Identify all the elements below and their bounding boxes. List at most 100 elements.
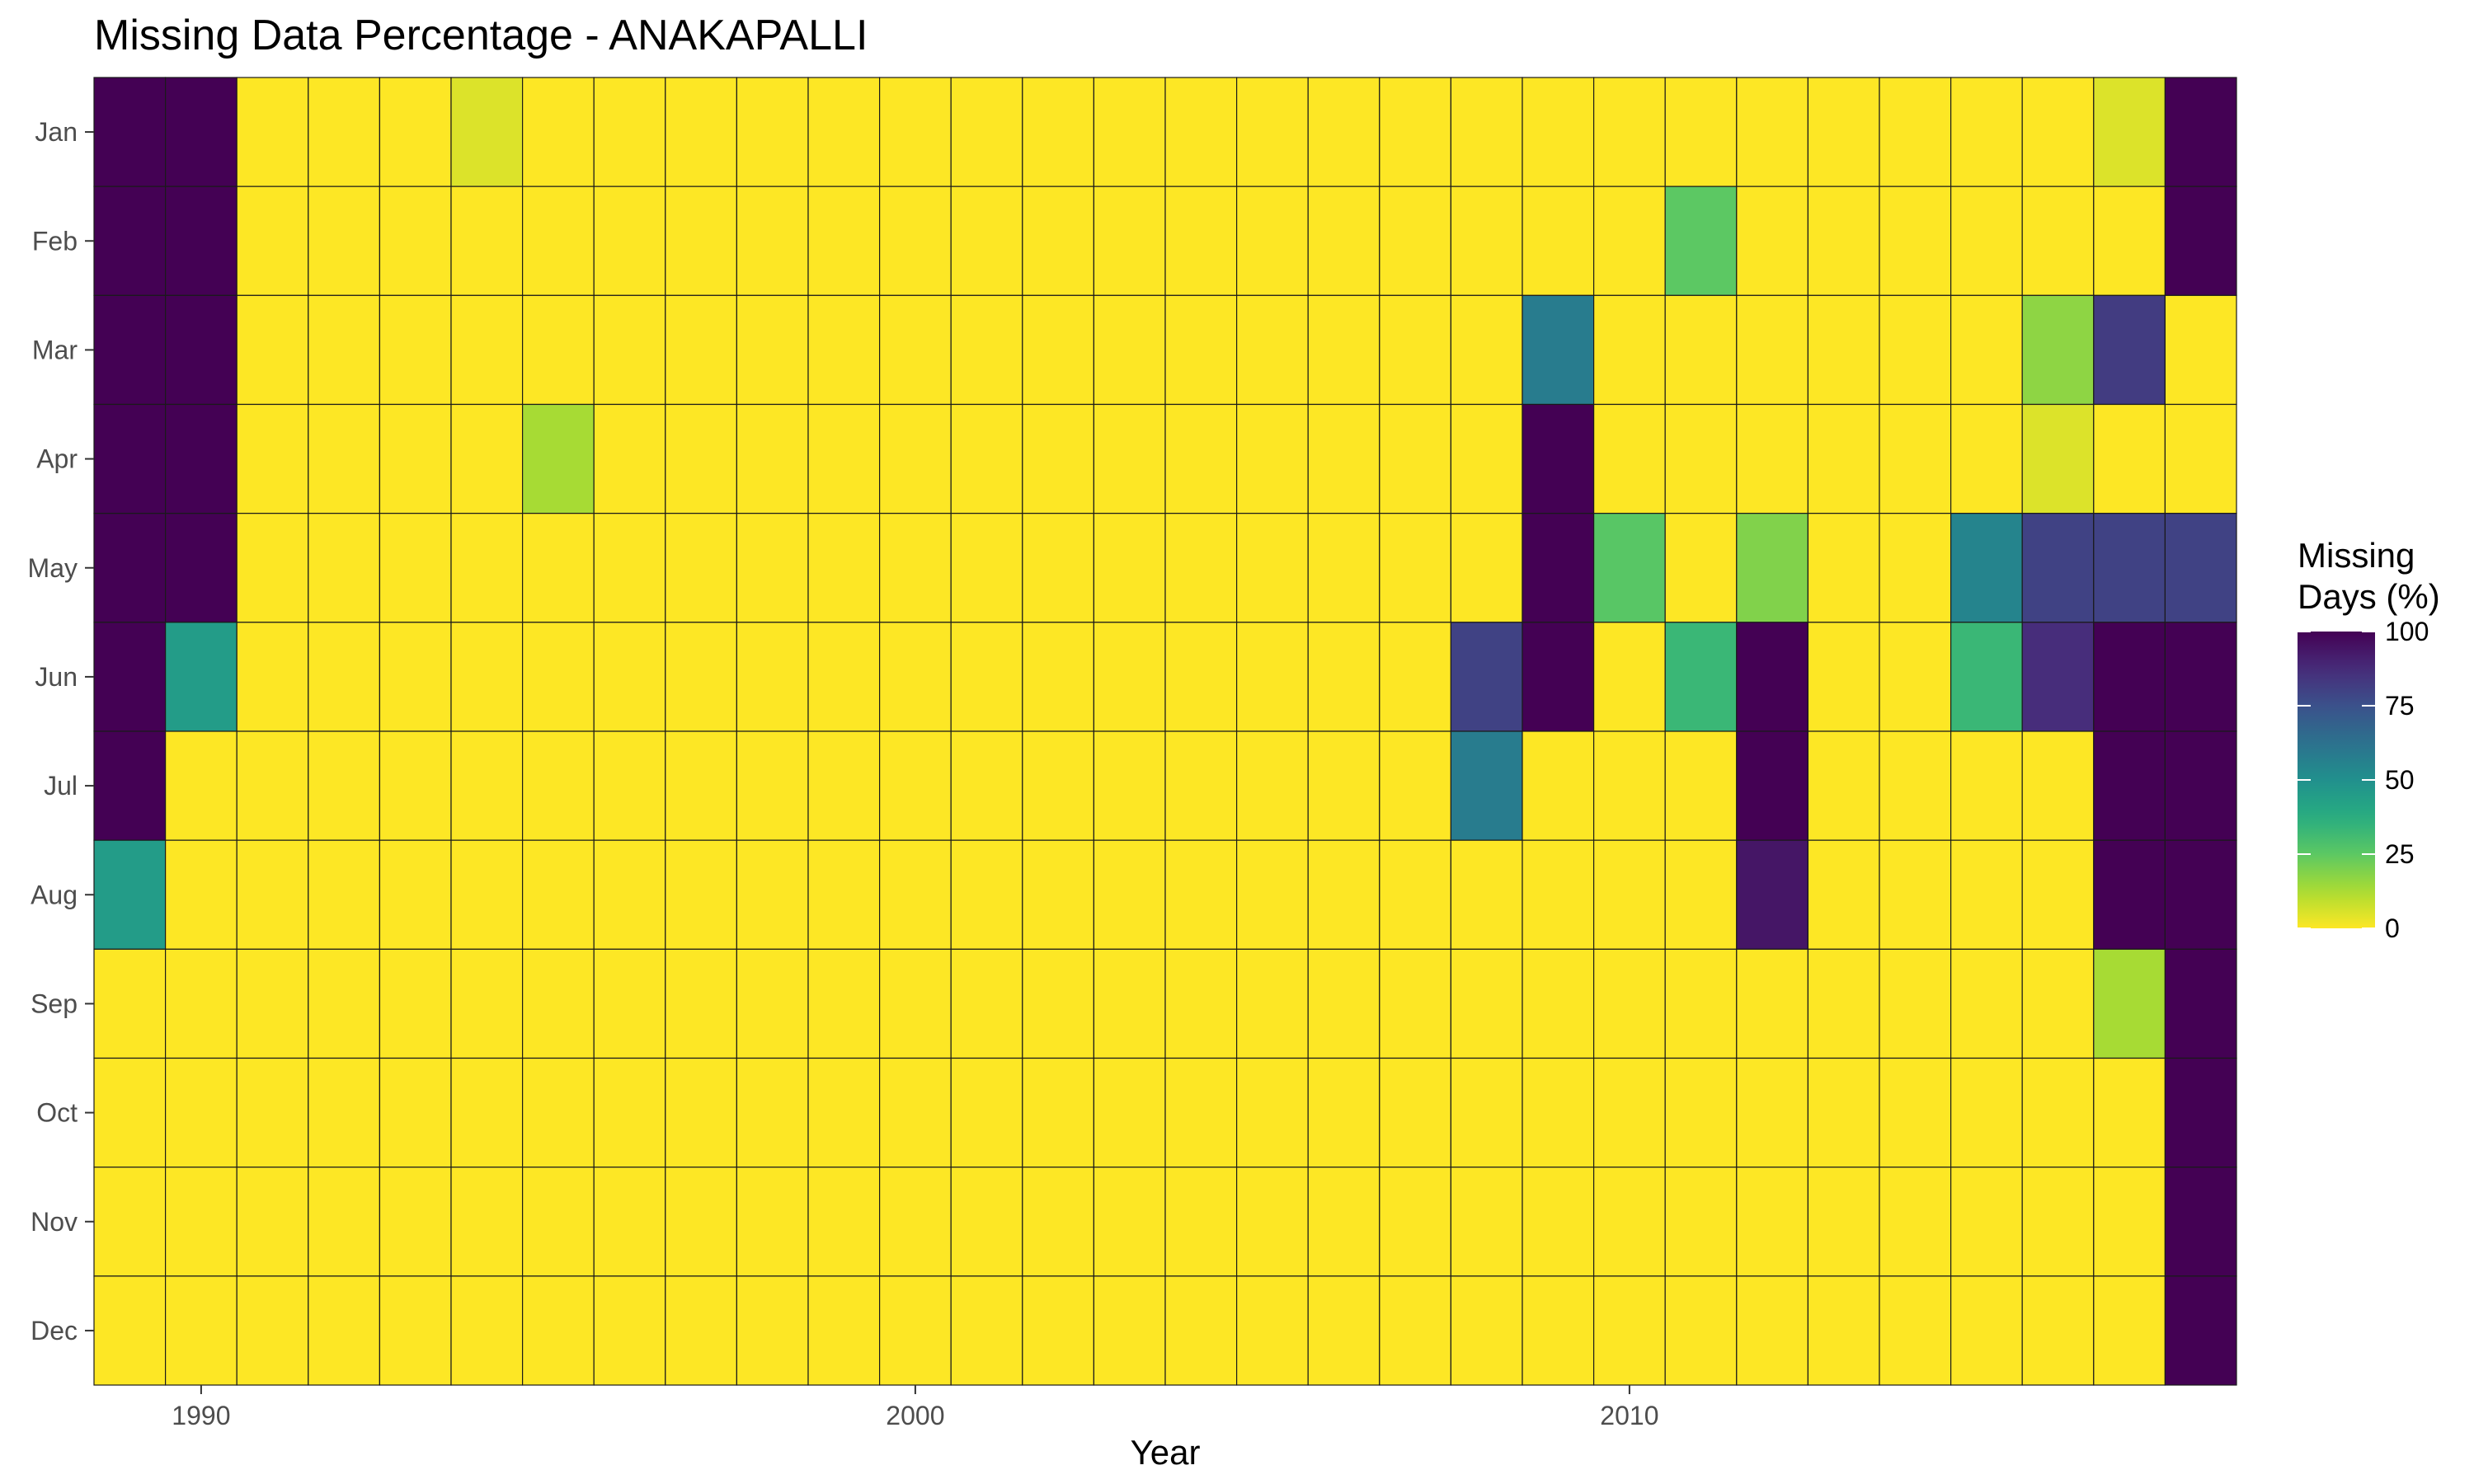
heatmap-cell — [1807, 1167, 1880, 1277]
heatmap-cell — [1522, 1057, 1595, 1168]
heatmap-cell — [1450, 730, 1523, 841]
heatmap-cell — [1164, 1275, 1238, 1386]
heatmap-cell — [1664, 948, 1738, 1059]
heatmap-cell — [950, 1057, 1023, 1168]
heatmap-cell — [736, 186, 809, 296]
heatmap-cell — [878, 1057, 952, 1168]
heatmap-cell — [521, 1275, 595, 1386]
heatmap-cell — [165, 513, 238, 623]
heatmap-cell — [308, 513, 380, 623]
heatmap-cell — [1950, 186, 2023, 296]
heatmap-cell — [450, 513, 524, 623]
heatmap-cell — [665, 839, 737, 950]
heatmap-cell — [1307, 77, 1380, 187]
heatmap-cell — [1235, 1057, 1309, 1168]
heatmap-cell — [165, 1167, 238, 1277]
heatmap-cell — [1022, 730, 1095, 841]
heatmap-cell — [236, 77, 309, 187]
heatmap-cell — [950, 1275, 1023, 1386]
heatmap-cell — [1592, 622, 1666, 732]
heatmap-cell — [2164, 1167, 2237, 1277]
heatmap-cell — [1879, 948, 1952, 1059]
heatmap-cell — [1164, 622, 1238, 732]
heatmap-cell — [878, 1275, 952, 1386]
heatmap-cell — [1235, 622, 1309, 732]
heatmap-cell — [308, 294, 380, 406]
heatmap-cell — [2021, 77, 2095, 187]
heatmap-cell — [2093, 513, 2166, 623]
heatmap-cell — [1664, 77, 1738, 187]
heatmap-cell — [1879, 513, 1952, 623]
heatmap-cell — [1307, 186, 1380, 296]
y-axis: Jan Feb Mar Apr May Jun Jul Aug Sep Oct Nov Dec — [28, 117, 94, 1345]
heatmap-cell — [665, 1057, 737, 1168]
heatmap-cell — [165, 1275, 238, 1386]
heatmap-cell — [950, 1167, 1023, 1277]
heatmap-cell — [308, 1275, 380, 1386]
heatmap-cell — [1164, 948, 1238, 1059]
heatmap-cell — [1235, 513, 1309, 623]
heatmap-cell — [1522, 1275, 1595, 1386]
heatmap-cell — [1022, 622, 1095, 732]
heatmap-cell — [1450, 1167, 1523, 1277]
chart-title: Missing Data Percentage - ANAKAPALLI — [94, 12, 868, 59]
heatmap-cell — [736, 294, 809, 406]
heatmap-cell — [93, 839, 167, 950]
heatmap-cell — [1807, 948, 1880, 1059]
heatmap-cell — [165, 839, 238, 950]
legend-tick-label: 100 — [2385, 617, 2429, 646]
heatmap-cell — [1522, 403, 1595, 514]
heatmap-cell — [1307, 403, 1380, 514]
heatmap-cell — [93, 948, 167, 1059]
heatmap-cell — [1522, 948, 1595, 1059]
heatmap-cell — [2164, 294, 2237, 406]
heatmap-cell — [450, 622, 524, 732]
heatmap-cell — [2164, 839, 2237, 950]
heatmap-cell — [1307, 1167, 1380, 1277]
heatmap-cell — [1950, 1167, 2023, 1277]
heatmap-cell — [1736, 77, 1809, 187]
heatmap-cell — [593, 186, 666, 296]
heatmap-cell — [308, 948, 380, 1059]
heatmap-cell — [1164, 513, 1238, 623]
heatmap-cell — [1093, 186, 1166, 296]
legend-tick-label: 75 — [2385, 691, 2415, 721]
heatmap-cell — [1022, 403, 1095, 514]
heatmap-cell — [1093, 77, 1166, 187]
heatmap-cell — [1950, 730, 2023, 841]
heatmap-cell — [450, 77, 524, 187]
heatmap-cell — [1950, 1057, 2023, 1168]
heatmap-cell — [1235, 77, 1309, 187]
heatmap-cell — [1379, 1057, 1452, 1168]
heatmap-cell — [878, 403, 952, 514]
heatmap-cell — [450, 1167, 524, 1277]
heatmap-cell — [593, 513, 666, 623]
heatmap-cell — [665, 513, 737, 623]
heatmap-cell — [93, 186, 167, 296]
heatmap-cell — [1379, 839, 1452, 950]
heatmap-cell — [1307, 1057, 1380, 1168]
heatmap-cell — [2164, 1057, 2237, 1168]
heatmap-cell — [1235, 403, 1309, 514]
heatmap-cell — [1736, 1167, 1809, 1277]
heatmap-cell — [1093, 1275, 1166, 1386]
heatmap-cell — [1450, 186, 1523, 296]
heatmap-cell — [1664, 513, 1738, 623]
heatmap-cell — [1022, 513, 1095, 623]
heatmap-cell — [450, 403, 524, 514]
heatmap-cell — [1950, 622, 2023, 732]
heatmap-cell — [950, 730, 1023, 841]
x-tick-label: 1990 — [172, 1401, 230, 1430]
heatmap-cell — [807, 403, 881, 514]
heatmap-cell — [521, 839, 595, 950]
heatmap-cell — [807, 622, 881, 732]
heatmap-cell — [93, 1167, 167, 1277]
heatmap-cell — [2164, 730, 2237, 841]
heatmap-cell — [1950, 1275, 2023, 1386]
heatmap-cell — [1950, 294, 2023, 406]
heatmap-cell — [1664, 622, 1738, 732]
heatmap-cell — [1736, 403, 1809, 514]
heatmap-cell — [1950, 513, 2023, 623]
heatmap-cell — [736, 730, 809, 841]
legend-tick-label: 50 — [2385, 765, 2415, 795]
